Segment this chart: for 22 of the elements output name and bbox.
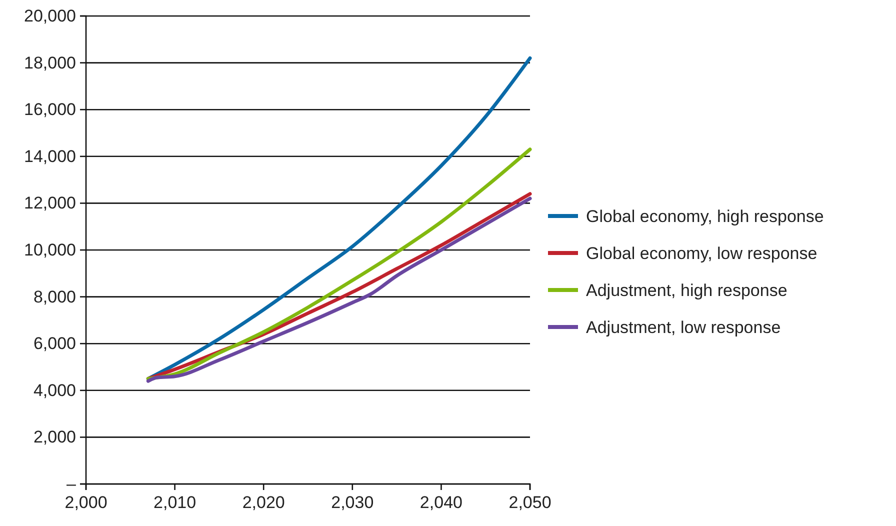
y-tick-label: – [66,474,77,494]
y-tick-label: 10,000 [24,240,76,260]
y-tick-label: 20,000 [24,6,76,26]
y-tick-label: 14,000 [24,146,76,166]
y-tick-label: 6,000 [33,334,76,354]
x-tick-label: 2,000 [64,493,108,512]
y-tick-label: 4,000 [33,380,76,400]
y-tick-label: 2,000 [33,428,76,447]
y-tick-label: 12,000 [24,194,76,213]
legend-label: Global economy, low response [586,244,818,263]
x-tick-label: 2,020 [242,493,285,512]
x-tick-label: 2,040 [420,493,462,512]
x-tick-label: 2,050 [508,493,552,512]
x-tick-label: 2,030 [331,493,374,512]
legend-label: Global economy, high response [586,206,824,226]
y-tick-label: 8,000 [33,287,76,306]
legend-label: Adjustment, high response [586,280,788,300]
legend-label: Adjustment, low response [586,318,781,337]
line-series [146,148,532,380]
y-tick-label: 18,000 [24,53,76,72]
y-tick-label: 16,000 [24,100,76,120]
x-tick-label: 2,010 [154,493,196,512]
